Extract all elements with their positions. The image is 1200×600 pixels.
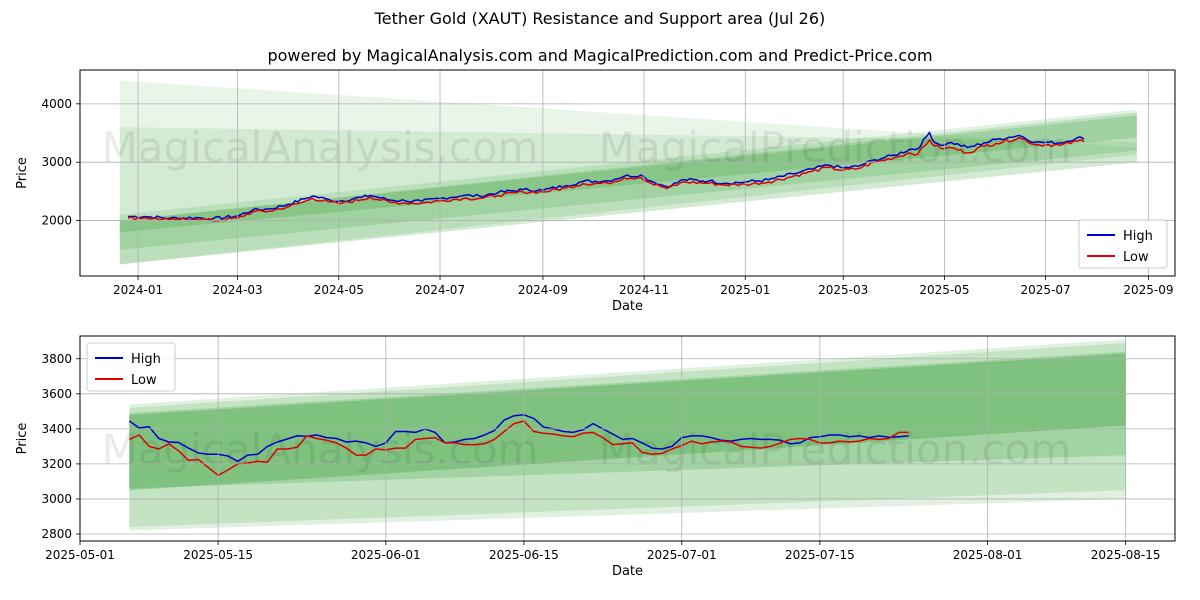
x-tick-label: 2024-01	[113, 283, 163, 297]
y-tick-label: 3200	[41, 457, 72, 471]
chart-panel-zoom: MagicalAnalysis.com MagicalPrediction.com…	[15, 335, 1176, 579]
y-axis-label: Price	[15, 157, 30, 189]
watermark-left: MagicalAnalysis.com	[102, 425, 539, 474]
y-tick-label: 3600	[41, 387, 72, 401]
x-tick-label: 2025-06-15	[489, 548, 559, 562]
x-tick-label: 2025-07-15	[785, 548, 855, 562]
band-0	[129, 339, 1126, 531]
band-3	[119, 112, 1137, 250]
y-tick-label: 2800	[41, 527, 72, 541]
y-axis-label: Price	[15, 423, 30, 455]
legend-label-high: High	[131, 352, 161, 367]
legend-label-low: Low	[131, 373, 157, 388]
x-tick-label: 2025-05	[919, 283, 969, 297]
x-tick-label: 2025-09	[1123, 283, 1173, 297]
y-tick-label: 3000	[41, 155, 72, 169]
x-tick-label: 2025-07-01	[647, 548, 717, 562]
x-tick-label: 2024-09	[518, 283, 568, 297]
legend-label-low: Low	[1123, 250, 1149, 265]
plot-frame	[79, 69, 1176, 277]
x-tick-label: 2025-03	[818, 283, 868, 297]
chart-panel-overview: MagicalAnalysis.com MagicalPrediction.com…	[15, 69, 1176, 314]
legend-label-high: High	[1123, 229, 1153, 244]
watermark-right: MagicalPrediction.com	[599, 425, 1072, 474]
series-line-high	[128, 131, 1085, 221]
band-3	[129, 353, 1126, 491]
y-tick-label: 2000	[41, 214, 72, 228]
x-tick-label: 2024-11	[619, 283, 669, 297]
x-tick-label: 2025-05-15	[183, 548, 253, 562]
band-2	[119, 109, 1137, 265]
x-tick-label: 2025-06-01	[351, 548, 421, 562]
series-line-low	[128, 420, 909, 477]
band-0	[119, 80, 1137, 265]
band-4	[119, 115, 1137, 233]
x-axis-label: Date	[612, 564, 643, 579]
x-tick-label: 2024-03	[213, 283, 263, 297]
series-line-low	[127, 136, 1085, 222]
y-tick-label: 3000	[41, 492, 72, 506]
y-tick-label: 3400	[41, 422, 72, 436]
x-axis-label: Date	[612, 299, 643, 314]
watermark-right: MagicalPrediction.com	[599, 123, 1072, 172]
band-1	[129, 343, 1126, 527]
x-tick-label: 2025-05-01	[45, 548, 115, 562]
legend: High Low	[1078, 219, 1168, 269]
chart-title: Tether Gold (XAUT) Resistance and Suppor…	[374, 9, 826, 28]
x-tick-label: 2025-08-15	[1091, 548, 1161, 562]
x-tick-label: 2025-07	[1021, 283, 1071, 297]
band-2	[129, 351, 1126, 489]
band-1	[119, 127, 1137, 265]
y-tick-label: 3800	[41, 352, 72, 366]
legend: High Low	[86, 342, 176, 392]
watermark-left: MagicalAnalysis.com	[102, 123, 539, 172]
plot-frame	[79, 335, 1176, 542]
x-tick-label: 2025-08-01	[953, 548, 1023, 562]
x-tick-label: 2025-01	[720, 283, 770, 297]
x-tick-label: 2024-07	[415, 283, 465, 297]
y-tick-label: 4000	[41, 97, 72, 111]
series-line-high	[128, 414, 909, 463]
x-tick-label: 2024-05	[314, 283, 364, 297]
chart-subtitle: powered by MagicalAnalysis.com and Magic…	[267, 46, 933, 65]
